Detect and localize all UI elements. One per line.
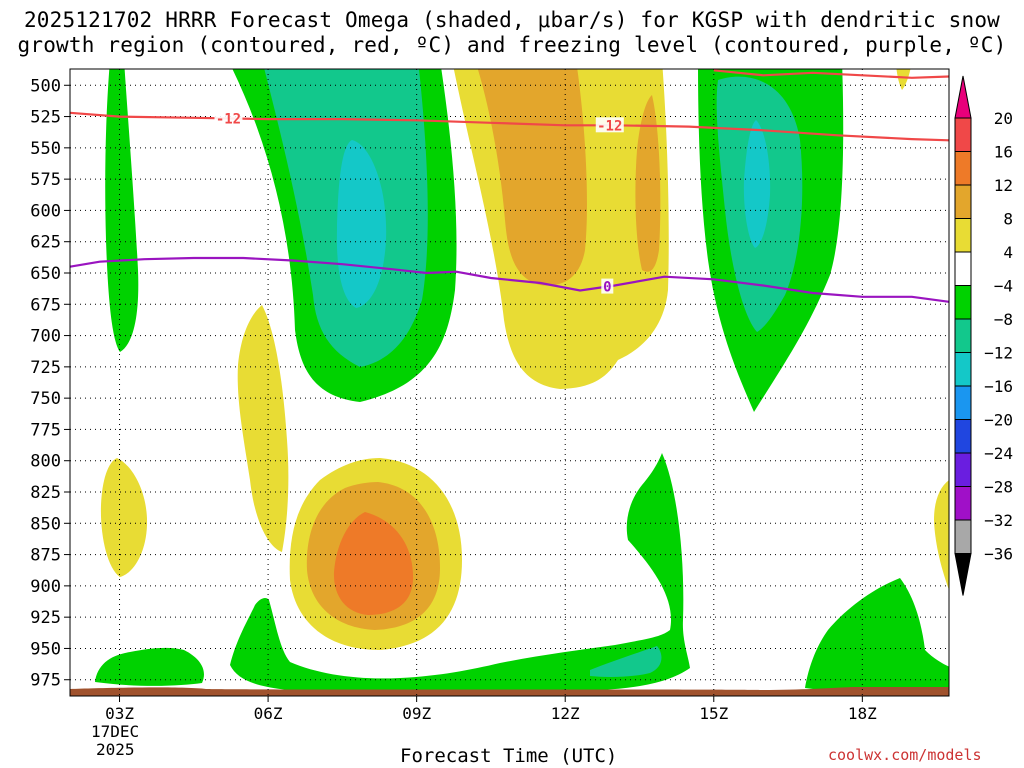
colorbar-segment (954, 184, 972, 219)
y-tick-label: 650 (30, 264, 61, 284)
y-tick-label: 575 (30, 170, 61, 190)
colorbar-segment (954, 419, 972, 454)
y-tick-label: 600 (30, 201, 61, 221)
plot-frame (69, 68, 950, 697)
y-tick-label: 525 (30, 108, 61, 128)
date-label-day: 17DEC (91, 722, 139, 741)
omega-contour-pos12-lower-descent (333, 512, 414, 615)
omega-contour-neg12-plume-west (336, 140, 387, 308)
colorbar-label: 20 (994, 109, 1013, 128)
watermark: coolwx.com/models (828, 746, 982, 764)
x-axis-label: Forecast Time (UTC) (400, 745, 618, 767)
omega-contour-pos4-right-edge (934, 480, 949, 590)
omega-shading (70, 69, 949, 696)
y-tick-label: 775 (30, 420, 61, 440)
x-tick-label: 12Z (551, 704, 580, 723)
colorbar-label: −24 (984, 444, 1013, 463)
y-tick-label: 725 (30, 358, 61, 378)
colorbar-label: −20 (984, 411, 1013, 430)
y-tick-label: 800 (30, 452, 61, 472)
y-tick-label: 675 (30, 295, 61, 315)
isotherm_-12C-label: -12 (216, 111, 241, 127)
y-tick-label: 875 (30, 546, 61, 566)
y-tick-label: 850 (30, 514, 61, 534)
y-tick-label: 700 (30, 327, 61, 347)
y-tick-label: 550 (30, 139, 61, 159)
chart-title-line2: growth region (contoured, red, ºC) and f… (17, 33, 1007, 57)
isotherm_-12C-label-bg (214, 110, 243, 126)
y-tick-label: 925 (30, 608, 61, 628)
omega-contour-neg4-lowlevel-east (805, 578, 949, 695)
colorbar-segment (954, 117, 972, 152)
colorbar-segment (954, 452, 972, 487)
x-tick-label: 15Z (699, 704, 728, 723)
chart-title-line1: 2025121702 HRRR Forecast Omega (shaded, … (23, 8, 1001, 32)
colorbar-label: −12 (984, 344, 1013, 363)
isotherm_0C-line (69, 256, 950, 303)
omega-contour-pos4-top-right-speck (896, 69, 911, 90)
y-tick-label: 625 (30, 233, 61, 253)
colorbar-label: 12 (994, 176, 1013, 195)
y-tick-label: 825 (30, 483, 61, 503)
colorbar-label: −28 (984, 478, 1013, 497)
isotherm_-12C-label: -12 (597, 118, 622, 134)
colorbar-segment (954, 218, 972, 253)
x-tick-label: 06Z (254, 704, 283, 723)
colorbar-segment (954, 352, 972, 387)
colorbar-label: −36 (984, 545, 1013, 564)
colorbar-segment (954, 318, 972, 353)
y-tick-label: 975 (30, 671, 61, 691)
y-tick-label: 950 (30, 639, 61, 659)
omega-contour-neg8-lowlevel-patch (590, 646, 662, 677)
omega-contour-pos4-early-patch (100, 458, 148, 577)
isotherm-lines: -12 -12 0 (69, 69, 950, 303)
colorbar-bottom-arrow (954, 553, 972, 596)
omega-contour-neg4-lowlevel-west (95, 647, 204, 686)
y-axis-ticks: 500 525 550 575 600 625 650 675 700 725 750 775 800 8… (30, 76, 70, 691)
colorbar-label: −16 (984, 377, 1013, 396)
colorbar-top-arrow (954, 75, 972, 119)
isotherm_0C-label: 0 (603, 280, 611, 296)
omega-contour-neg12-plume-east (743, 120, 771, 248)
colorbar-label: 8 (1003, 210, 1013, 229)
colorbar-label: −4 (994, 277, 1013, 296)
colorbar: 20 16 12 8 4 −4 −8 −12 −16 −20 −24 −28 −32 −36 (954, 75, 1013, 596)
isotherm_-12C-line (69, 111, 950, 142)
colorbar-segment (954, 251, 972, 286)
x-tick-label: 03Z (105, 704, 134, 723)
colorbar-segment (954, 519, 972, 554)
y-tick-label: 900 (30, 577, 61, 597)
colorbar-label: −8 (994, 310, 1013, 329)
colorbar-segment (954, 285, 972, 320)
isotherm_0C-label-bg (601, 278, 614, 294)
colorbar-segment (954, 385, 972, 420)
colorbar-label: 4 (1003, 243, 1013, 262)
isotherm_-12C-label-bg (595, 117, 624, 133)
colorbar-segment (954, 486, 972, 521)
isotherm-minus12-upper-line (713, 69, 950, 79)
omega-contour-pos8-narrow-band (635, 95, 661, 272)
omega-contour-neg4-left-column (105, 69, 139, 352)
colorbar-segment (954, 151, 972, 186)
colorbar-label: −32 (984, 511, 1013, 530)
colorbar-label: 16 (994, 143, 1013, 162)
y-tick-label: 500 (30, 76, 61, 96)
omega-contour-pos4-mid-sliver (237, 305, 289, 552)
y-tick-label: 750 (30, 389, 61, 409)
x-axis-ticks: 03Z 06Z 09Z 12Z 15Z 18Z (105, 696, 877, 723)
terrain-strip (70, 687, 949, 696)
x-tick-label: 09Z (402, 704, 431, 723)
x-tick-label: 18Z (848, 704, 877, 723)
date-label-year: 2025 (96, 740, 135, 759)
